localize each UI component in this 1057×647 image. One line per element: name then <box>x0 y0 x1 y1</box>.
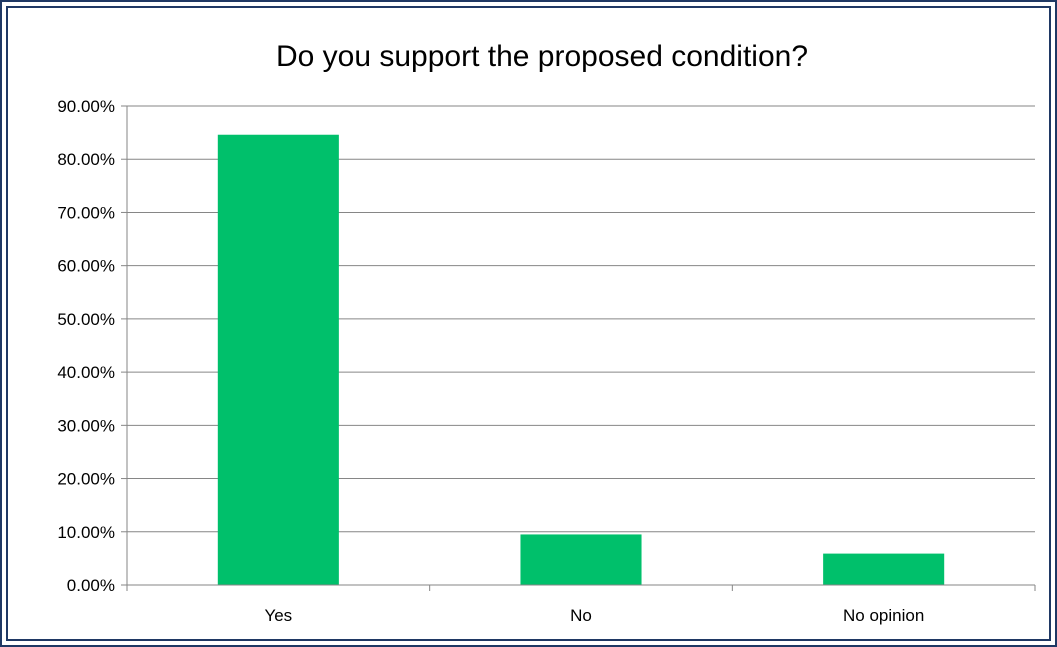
x-tick-label: No <box>570 606 592 625</box>
y-tick-label: 0.00% <box>67 576 115 595</box>
y-tick-label: 90.00% <box>57 97 115 116</box>
x-tick-label: Yes <box>264 606 292 625</box>
y-tick-label: 60.00% <box>57 257 115 276</box>
bar-no <box>520 534 642 585</box>
bar-no-opinion <box>823 553 945 585</box>
y-tick-label: 40.00% <box>57 363 115 382</box>
y-tick-label: 10.00% <box>57 523 115 542</box>
y-axis-tick-labels: 0.00% 10.00% 20.00% 30.00% 40.00% 50.00% 60.00… <box>57 97 115 595</box>
chart-title: Do you support the proposed condition? <box>276 40 808 73</box>
y-tick-label: 70.00% <box>57 203 115 222</box>
x-tick-label: No opinion <box>843 606 924 625</box>
chart-frame-inner-border <box>6 6 1051 641</box>
y-tick-label: 50.00% <box>57 310 115 329</box>
y-tick-label: 30.00% <box>57 416 115 435</box>
x-axis-tick-labels: Yes No No opinion <box>264 606 924 625</box>
y-tick-label: 20.00% <box>57 470 115 489</box>
y-tick-label: 80.00% <box>57 150 115 169</box>
axes <box>121 105 1036 591</box>
bars <box>217 134 945 586</box>
bar-yes <box>217 134 339 586</box>
